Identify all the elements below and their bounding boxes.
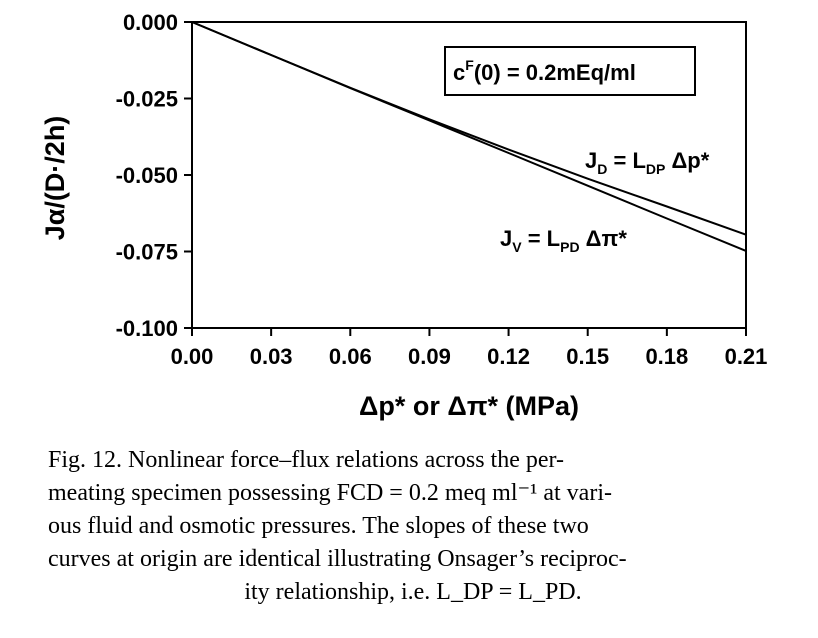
x-tick-label: 0.15 (566, 344, 609, 369)
figure-caption: Fig. 12. Nonlinear force–flux relations … (48, 444, 778, 609)
x-axis-title: Δp* or Δπ* (MPa) (359, 391, 579, 421)
x-axis-ticks: 0.00 0.03 0.06 0.09 0.12 0.15 0.18 0.21 (171, 328, 768, 369)
x-tick-label: 0.06 (329, 344, 372, 369)
y-tick-label: 0.000 (123, 10, 178, 35)
y-tick-label: -0.075 (116, 240, 178, 265)
caption-line-1: Fig. 12. Nonlinear force–flux relations … (48, 447, 565, 473)
x-tick-label: 0.12 (487, 344, 530, 369)
y-tick-label: -0.100 (116, 316, 178, 341)
y-axis-ticks: 0.000 -0.025 -0.050 -0.075 -0.100 (116, 10, 192, 341)
caption-line-3: ous fluid and osmotic pressures. The slo… (48, 513, 589, 539)
caption-line-2: meating specimen possessing FCD = 0.2 me… (48, 480, 612, 506)
y-axis-title: Jα/(D·/2h) (40, 116, 70, 241)
series-lines (191, 21, 747, 252)
caption-line-4: curves at origin are identical illustrat… (48, 546, 627, 572)
y-tick-label: -0.050 (116, 163, 178, 188)
x-tick-label: 0.00 (171, 344, 214, 369)
x-tick-label: 0.03 (250, 344, 293, 369)
x-tick-label: 0.09 (408, 344, 451, 369)
series-label-jd: JD = LDP Δp* (585, 148, 710, 177)
series-label-jv: JV = LPD Δπ* (500, 226, 627, 255)
y-tick-label: -0.025 (116, 87, 178, 112)
caption-line-5: ity relationship, i.e. L_DP = L_PD. (244, 579, 582, 605)
legend-box-text: cF(0) = 0.2mEq/ml (453, 57, 636, 85)
legend-box (444, 46, 696, 96)
series-line-2 (191, 21, 747, 252)
x-tick-label: 0.18 (645, 344, 688, 369)
x-tick-label: 0.21 (725, 344, 768, 369)
